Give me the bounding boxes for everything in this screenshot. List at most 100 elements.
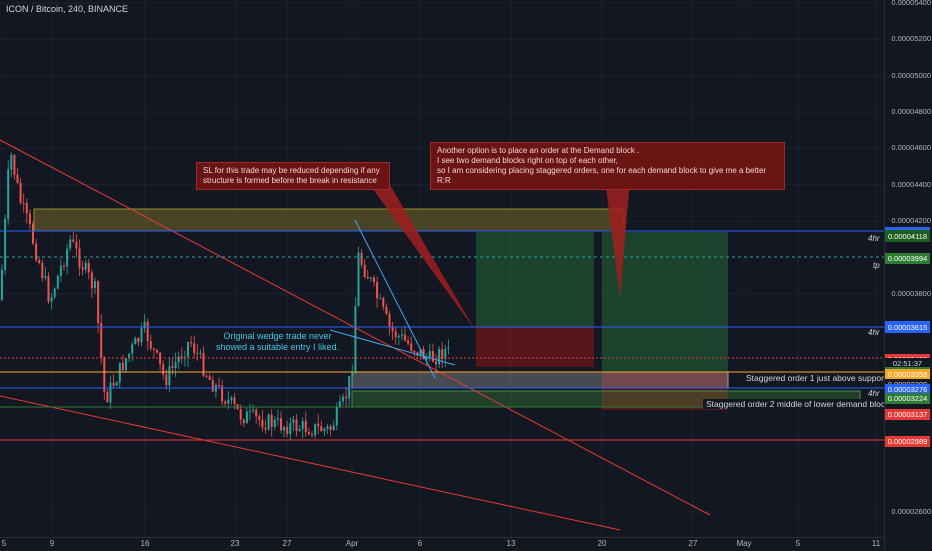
candle-body: [143, 321, 146, 329]
price-tick: 0.00004600: [891, 143, 931, 153]
candle-body: [252, 409, 255, 411]
candle-body: [419, 348, 422, 356]
wedge-note-line-2: showed a suitable entry I liked.: [216, 342, 340, 352]
candle-body: [7, 169, 10, 219]
time-axis[interactable]: 5 9 16 23 27 Apr 6 13 20 27 May 5 11: [0, 537, 884, 551]
candle-body: [438, 349, 441, 365]
candle-body: [335, 407, 338, 426]
candle-body: [171, 366, 174, 368]
candle-body: [435, 361, 437, 365]
candle-body: [354, 306, 357, 374]
wedge-note: Original wedge trade never showed a suit…: [216, 331, 339, 353]
candle-body: [245, 411, 248, 424]
candle-body: [196, 352, 199, 354]
candle-body: [314, 423, 317, 436]
candle-body: [47, 276, 50, 302]
candle-body: [298, 428, 301, 432]
candle-body: [304, 420, 307, 433]
candle-body: [190, 342, 193, 344]
candle-body: [329, 426, 332, 431]
time-tick: 5: [1, 539, 7, 548]
candle-body: [295, 419, 298, 432]
time-tick: 27: [688, 539, 698, 548]
candle-body: [413, 350, 416, 353]
grid-lines: [0, 0, 884, 537]
candle-body: [165, 374, 168, 386]
price-badge: 0.00003994: [885, 253, 930, 265]
price-tick: 0.00005200: [891, 34, 931, 44]
candle-body: [128, 353, 131, 359]
price-tick: 0.00003800: [891, 288, 931, 298]
demand-callout-line-2: I see two demand blocks right on top of …: [437, 156, 618, 165]
candle-body: [317, 423, 320, 427]
price-tick: 0.00005000: [891, 70, 931, 80]
price-tick: 0.00004400: [891, 179, 931, 189]
sl-callout: SL for this trade may be reduced dependi…: [196, 162, 390, 190]
candle-body: [72, 239, 75, 242]
candle-body: [35, 243, 38, 261]
candle-body: [348, 376, 351, 399]
candle-body: [16, 174, 19, 183]
candle-body: [221, 385, 224, 402]
candle-body: [121, 362, 124, 371]
candle-body: [81, 267, 84, 270]
candle-body: [320, 426, 323, 432]
candle-body: [292, 419, 295, 424]
candle-body: [444, 348, 447, 360]
candle-body: [342, 396, 344, 402]
price-axis[interactable]: 0.00005400 0.00005200 0.00005000 0.00004800…: [884, 0, 932, 550]
candle-body: [137, 338, 140, 343]
candle-body: [140, 328, 143, 343]
candle-body: [258, 416, 261, 420]
candle-body: [162, 364, 165, 375]
candle-body: [78, 248, 81, 268]
price-tick: 0.00004800: [891, 107, 931, 117]
candle-body: [168, 366, 171, 386]
candle-body: [109, 382, 112, 403]
candle-body: [270, 414, 273, 427]
candle-body: [224, 401, 227, 404]
candle-body: [255, 409, 258, 417]
trend-lines: [0, 139, 884, 531]
candle-body: [369, 277, 372, 279]
candle-body: [22, 202, 25, 204]
candle-body: [10, 154, 13, 170]
candle-body: [32, 224, 34, 244]
price-tick: 0.00005400: [891, 0, 931, 7]
symbol-title[interactable]: ICON / Bitcoin, 240, BINANCE: [6, 4, 129, 14]
price-badge: 0.00003615: [885, 321, 930, 333]
candle-body: [332, 425, 335, 431]
zones: [33, 208, 861, 410]
candle-body: [125, 358, 127, 371]
candle-body: [311, 434, 313, 436]
order-1-label: Staggered order 1 just above support: [743, 373, 890, 383]
candle-body: [286, 426, 289, 435]
candle-body: [385, 306, 388, 315]
candle-body: [59, 265, 62, 276]
candle-body: [425, 357, 428, 360]
candle-body: [264, 427, 267, 430]
candle-body: [41, 263, 44, 278]
wedge-upper: [354, 219, 436, 379]
candle-body: [19, 182, 22, 203]
price-badge: 0.00003276: [885, 383, 930, 395]
candle-body: [4, 218, 7, 270]
candle-body: [410, 343, 413, 351]
time-tick: 9: [49, 539, 55, 548]
candle-body: [218, 384, 220, 386]
candle-body: [407, 340, 410, 344]
candle-body: [202, 352, 205, 376]
price-badge: 0.00003224: [885, 393, 930, 405]
candle-body: [97, 281, 100, 324]
candle-body: [273, 419, 276, 427]
time-tick: 5: [795, 539, 801, 548]
candle-body: [87, 262, 90, 273]
tp-label: tp: [873, 261, 880, 270]
price-badge: 02:51:37: [885, 358, 930, 370]
candle-body: [388, 314, 391, 328]
supply-zone: [33, 208, 625, 232]
candle-body: [376, 282, 379, 299]
time-tick: 27: [282, 539, 292, 548]
candle-body: [326, 426, 329, 429]
